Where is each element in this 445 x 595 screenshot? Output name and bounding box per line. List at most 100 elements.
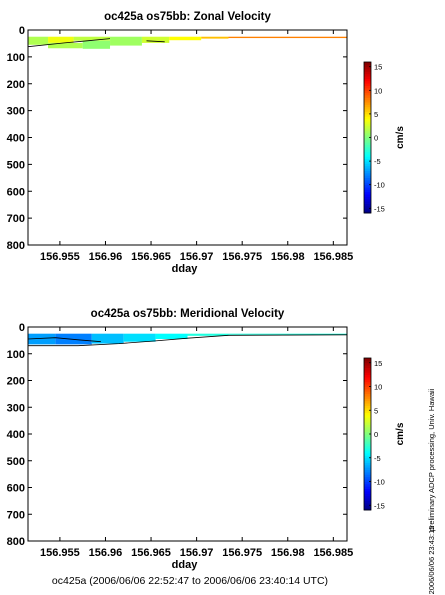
footer-text: oc425a (2006/06/06 22:52:47 to 2006/06/0… (52, 575, 328, 587)
panel2-colorbar-tick-label-4: -5 (374, 454, 381, 463)
panel1-panel: oc425a os75bb: Zonal Velocity01002003004… (7, 11, 406, 275)
panel2-x-tick-label-1: 156.96 (89, 547, 123, 559)
panel1-colorbar-step-9 (364, 189, 371, 193)
panel1-velocity-cell-1 (48, 36, 74, 43)
panel1-x-tick-label-4: 156.975 (222, 251, 262, 263)
panel2-colorbar-step-7 (364, 491, 371, 494)
panel1-colorbar-step-30 (364, 139, 371, 143)
panel2-colorbar-step-20 (364, 460, 371, 463)
panel2-colorbar-step-32 (364, 431, 371, 435)
panel2-colorbar-step-57 (364, 372, 371, 376)
panel1-velocity-cell-0 (28, 36, 49, 45)
panel1-y-tick-label-6: 600 (7, 186, 25, 198)
panel2-colorbar-tick-label-1: 10 (374, 383, 382, 392)
panel1-colorbar-tick-label-0: 15 (374, 63, 382, 72)
panel1-colorbar-step-62 (364, 64, 371, 68)
panel1-colorbar-step-2 (364, 205, 371, 209)
panel2-colorbar-step-10 (364, 483, 371, 487)
panel2-colorbar-step-3 (364, 500, 371, 504)
panel2-colorbar-step-21 (364, 457, 371, 461)
panel2-x-tick-label-2: 156.965 (131, 547, 171, 559)
panel1-colorbar-step-38 (364, 120, 371, 124)
panel2-colorbar-step-25 (364, 448, 371, 452)
panel1-colorbar-step-51 (364, 90, 371, 94)
panel1-colorbar-step-23 (364, 156, 371, 160)
panel1-colorbar-step-35 (364, 128, 371, 131)
panel2-colorbar-step-12 (364, 479, 371, 482)
panel2-colorbar-step-37 (364, 419, 371, 423)
panel2-colorbar-step-19 (364, 462, 371, 466)
panel1-colorbar-step-52 (364, 87, 371, 91)
panel1-y-tick-label-4: 400 (7, 133, 25, 145)
panel2-colorbar-step-14 (364, 474, 371, 478)
panel2-x-tick-label-3: 156.97 (180, 547, 214, 559)
panel1-colorbar-step-37 (364, 123, 371, 127)
panel1-x-tick-label-3: 156.97 (180, 251, 214, 263)
panel1-colorbar-step-42 (364, 111, 371, 115)
panel1-colorbar-tick-label-2: 5 (374, 110, 378, 119)
panel1-colorbar-tick-label-4: -5 (374, 157, 381, 166)
panel2-colorbar-step-54 (364, 379, 371, 383)
panel2-colorbar-step-47 (364, 396, 371, 399)
panel1-velocity-cell-6 (141, 36, 170, 43)
panel2-colorbar-step-55 (364, 377, 371, 380)
panel2-y-tick-label-2: 200 (7, 376, 25, 388)
timestamp: 2006/06/06 23:43:15 (427, 526, 436, 595)
panel2-velocity-cell-4 (155, 333, 188, 340)
panel1-colorbar-step-61 (364, 66, 371, 70)
panel1-colorbar-step-19 (364, 165, 371, 169)
panel1-colorbar-step-34 (364, 130, 371, 134)
panel2-colorbar-step-5 (364, 495, 371, 499)
panel2-colorbar-step-13 (364, 476, 371, 480)
panel2-velocity-cell-3 (123, 333, 156, 342)
panel1-colorbar-step-57 (364, 76, 371, 79)
panel1-velocity-cell-4 (82, 40, 111, 49)
panel2-colorbar-step-56 (364, 374, 371, 378)
panel1-colorbar-step-8 (364, 191, 371, 195)
panel2-colorbar-step-44 (364, 403, 371, 406)
panel1-plot-area (27, 29, 348, 246)
panel1-colorbar-step-10 (364, 187, 371, 190)
panel2-colorbar-step-40 (364, 412, 371, 416)
panel1-colorbar-step-4 (364, 201, 371, 204)
panel2-velocity-cell-5 (187, 333, 229, 336)
panel1-y-tick-label-7: 700 (7, 213, 25, 225)
panel1-colorbar-step-26 (364, 149, 371, 153)
panel2-colorbar-step-26 (364, 445, 371, 449)
panel2-colorbar-step-18 (364, 464, 371, 468)
panel2-colorbar-step-53 (364, 381, 371, 385)
panel1-colorbar-step-20 (364, 163, 371, 167)
panel2-velocity-cell-2 (91, 333, 124, 344)
panel1-y-tick-label-2: 200 (7, 79, 25, 91)
panel1-velocity-cell-3 (73, 36, 111, 41)
panel2-x-tick-label-5: 156.98 (271, 547, 305, 559)
panel1-colorbar-step-16 (364, 172, 371, 176)
panel2-colorbar-step-35 (364, 424, 371, 428)
panel2-y-tick-label-3: 300 (7, 402, 25, 414)
panel2-colorbar-step-39 (364, 415, 371, 418)
panel1-colorbar-step-17 (364, 170, 371, 174)
panel1-colorbar-step-47 (364, 99, 371, 103)
panel1-y-tick-label-8: 800 (7, 240, 25, 252)
panel1-colorbar-step-25 (364, 151, 371, 155)
panel1-colorbar-step-46 (364, 102, 371, 105)
panel2-colorbar-step-31 (364, 434, 371, 437)
panel2-colorbar-step-23 (364, 453, 371, 456)
panel2-contour-line-0 (27, 337, 101, 343)
panel1-velocity-cell-2 (48, 42, 83, 49)
panel1-colorbar-tick-label-3: 0 (374, 134, 378, 143)
panel2-y-tick-label-4: 400 (7, 429, 25, 441)
panel2-x-tick-label-0: 156.955 (40, 547, 80, 559)
panel2-x-tick-label-4: 156.975 (222, 547, 262, 559)
panel2-velocity-cell-0 (28, 333, 56, 345)
panel1-colorbar-step-45 (364, 104, 371, 108)
panel2-colorbar-tick-label-6: -15 (374, 501, 385, 510)
panel2-colorbar-step-58 (364, 369, 371, 373)
panel1-colorbar-tick-label-5: -10 (374, 181, 385, 190)
panel2-y-tick-label-8: 800 (7, 536, 25, 548)
panel2-colorbar-step-24 (364, 450, 371, 454)
panel2-colorbar-step-30 (364, 436, 371, 440)
panel2-colorbar-step-48 (364, 393, 371, 397)
panel2-y-tick-label-1: 100 (7, 349, 25, 361)
panel2-x-tick-label-6: 156.985 (313, 547, 353, 559)
